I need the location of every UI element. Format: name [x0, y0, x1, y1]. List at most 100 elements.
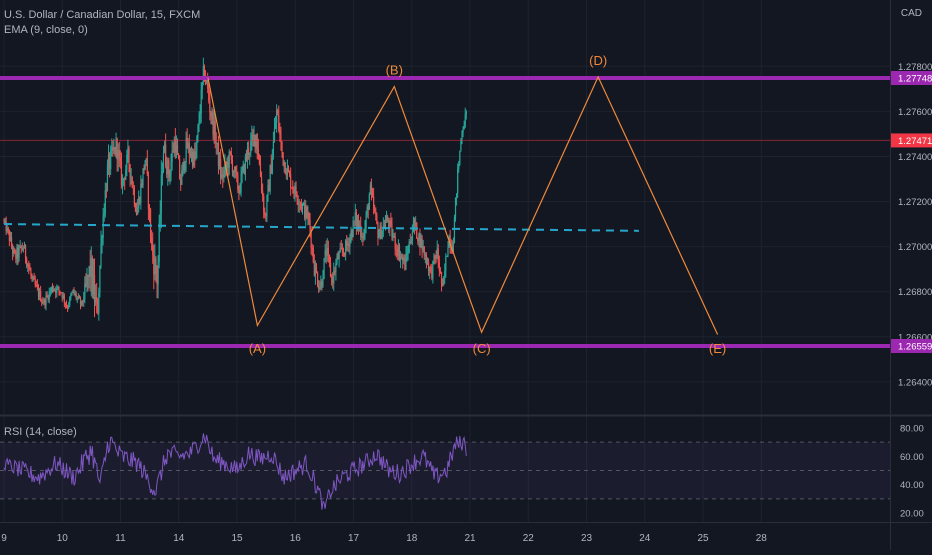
ema-indicator-label[interactable]: EMA (9, close, 0) [4, 24, 88, 36]
candle-body [265, 215, 267, 217]
candle-body [228, 151, 230, 168]
candle-body [328, 254, 331, 263]
level-price-badge [891, 339, 932, 353]
currency-label: CAD [900, 8, 922, 19]
candle-body [330, 276, 333, 278]
candle-body [437, 248, 439, 263]
candle-body [33, 276, 35, 280]
candle-body [258, 158, 260, 164]
candle-body [204, 79, 207, 82]
candle-body [41, 301, 43, 303]
price-tick-label: 1.27000 [898, 242, 932, 253]
time-tick-label: 25 [697, 533, 709, 544]
candle-body [49, 291, 51, 293]
candle-body [391, 223, 393, 237]
time-tick-label: 24 [639, 533, 651, 544]
candle-body [458, 164, 460, 170]
candle-body [194, 151, 196, 159]
candle-body [21, 248, 23, 250]
candle-body [301, 204, 304, 209]
candle-body [381, 230, 383, 239]
candle-body [438, 262, 440, 272]
candle-body [183, 162, 185, 171]
candle-body [369, 185, 371, 195]
candle-body [225, 162, 227, 167]
candle-body [119, 157, 121, 162]
rsi-indicator-label[interactable]: RSI (14, close) [4, 426, 77, 438]
price-tick-label: 1.27200 [898, 197, 932, 208]
candle-body [427, 263, 430, 272]
candle-body [431, 268, 433, 279]
candle-body [231, 160, 234, 173]
candle-body [200, 89, 202, 114]
candle-body [271, 157, 273, 174]
candle-body [9, 237, 12, 241]
candle-body [144, 160, 146, 170]
candle-body [153, 254, 155, 275]
candle-body [207, 79, 209, 89]
candle-body [91, 257, 93, 294]
candle-body [359, 225, 361, 228]
candle-body [156, 273, 158, 285]
candle-body [366, 206, 368, 215]
candle-body [132, 187, 134, 189]
candle-body [339, 247, 341, 253]
candle-body [346, 240, 348, 246]
candle-body [220, 158, 222, 178]
candle-body [419, 233, 421, 248]
candle-body [432, 260, 434, 279]
candle-body [421, 238, 423, 250]
candle-body [37, 287, 40, 297]
candle-body [416, 222, 418, 239]
candle-body [71, 292, 73, 296]
candle-body [278, 114, 280, 131]
rsi-line [3, 433, 467, 510]
price-tick-label: 1.27600 [898, 107, 932, 118]
candle-body [374, 208, 376, 212]
candle-body [161, 171, 164, 176]
candle-body [34, 279, 36, 285]
candle-body [375, 211, 377, 215]
candle-body [197, 125, 199, 137]
candle-body [299, 203, 301, 205]
candle-body [272, 141, 275, 158]
candle-body [379, 226, 381, 237]
candle-body [324, 250, 326, 259]
candle-body [310, 231, 312, 248]
candle-body [116, 138, 118, 160]
time-tick-label: 14 [173, 533, 185, 544]
candle-body [113, 147, 115, 151]
candle-body [227, 161, 229, 168]
candle-body [411, 232, 414, 241]
wave-label-a: (A) [249, 341, 266, 356]
candle-body [223, 170, 225, 179]
candle-body [213, 121, 215, 135]
candle-body [453, 217, 456, 243]
candle-body [380, 226, 382, 239]
rsi-tick-label: 80.00 [900, 424, 924, 435]
candle-body [279, 130, 281, 135]
time-tick-label: 16 [290, 533, 302, 544]
candle-body [151, 237, 153, 244]
candle-body [283, 162, 285, 166]
candle-body [395, 249, 397, 251]
symbol-title[interactable]: U.S. Dollar / Canadian Dollar, 15, FXCM [4, 9, 201, 21]
candle-body [157, 261, 159, 285]
candle-body [253, 134, 255, 137]
candle-body [274, 123, 277, 129]
candle-body [309, 219, 311, 232]
candle-body [459, 150, 461, 165]
candle-body [290, 174, 292, 188]
candle-body [15, 252, 17, 259]
time-tick-label: 10 [57, 533, 69, 544]
candle-body [383, 225, 386, 229]
candle-body [31, 275, 33, 279]
candle-body [76, 297, 78, 299]
candle-body [304, 203, 306, 219]
candle-body [85, 283, 87, 285]
rsi-tick-label: 40.00 [900, 480, 924, 491]
price-tick-label: 1.27400 [898, 152, 932, 163]
candle-body [46, 295, 48, 297]
